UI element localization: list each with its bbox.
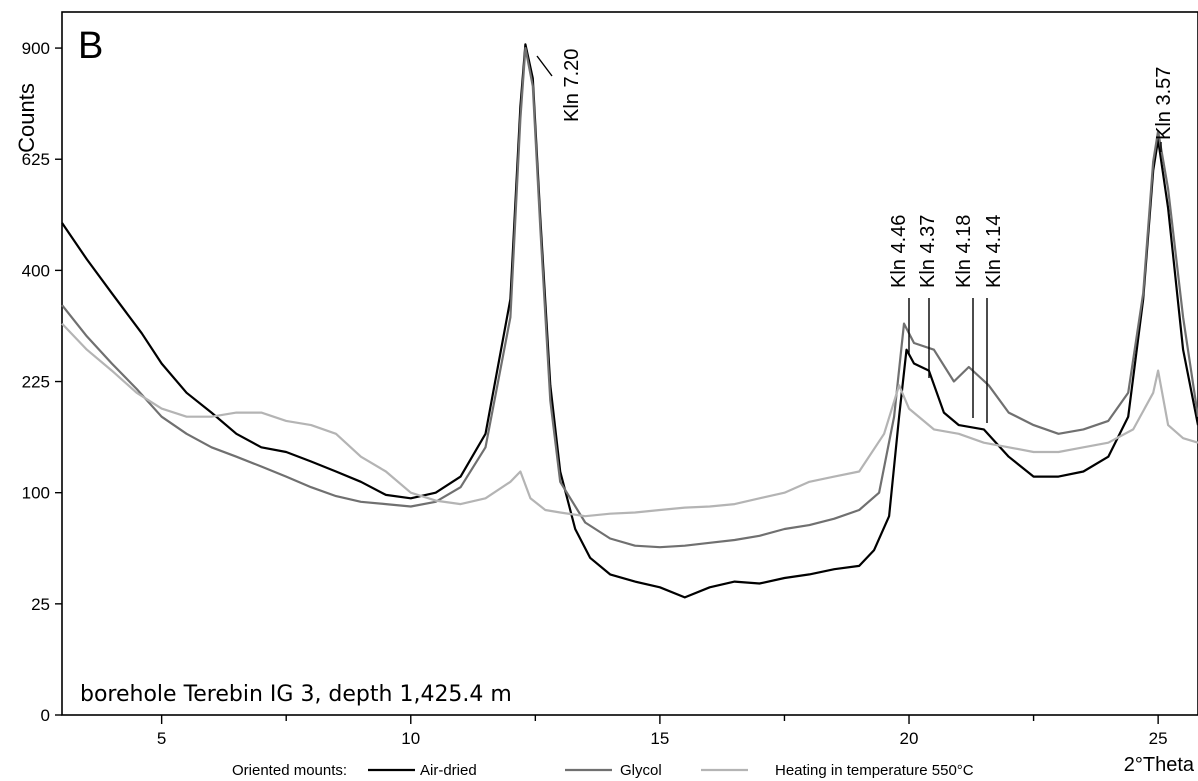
y-axis-title: Counts: [14, 83, 39, 153]
x-axis-title: 2°Theta: [1124, 754, 1195, 776]
peak-leader-line: [536, 55, 553, 77]
x-tick-label: 20: [900, 729, 919, 748]
series-line-1: [61, 43, 1198, 599]
peak-label: Kln 4.46: [888, 215, 910, 288]
peak-label: Kln 3.57: [1153, 67, 1175, 140]
legend-label-2: Glycol: [620, 762, 662, 779]
y-tick-label: 25: [31, 595, 50, 614]
y-tick-label: 900: [22, 39, 50, 58]
y-tick-label: 0: [41, 706, 50, 725]
x-tick-label: 25: [1149, 729, 1168, 748]
y-tick-label: 625: [22, 150, 50, 169]
x-tick-label: 15: [650, 729, 669, 748]
y-tick-label: 225: [22, 373, 50, 392]
plot-frame: [61, 11, 1198, 716]
legend-title: Oriented mounts:: [232, 762, 347, 779]
legend-label-1: Air-dried: [420, 762, 477, 779]
peak-label: Kln 4.18: [953, 215, 975, 288]
x-tick-label: 5: [157, 729, 166, 748]
panel-label: B: [78, 25, 103, 67]
peak-label: Kln 7.20: [561, 49, 583, 122]
peak-label: Kln 4.37: [917, 215, 939, 288]
sample-annotation: borehole Terebin IG 3, depth 1,425.4 m: [80, 682, 512, 707]
peak-label: Kln 4.14: [983, 215, 1005, 288]
series-line-2: [61, 46, 1198, 549]
legend-label-3: Heating in temperature 550°C: [775, 762, 974, 779]
y-tick-label: 100: [22, 484, 50, 503]
y-tick-label: 400: [22, 261, 50, 280]
series-line-3: [61, 322, 1198, 518]
x-tick-label: 10: [401, 729, 420, 748]
